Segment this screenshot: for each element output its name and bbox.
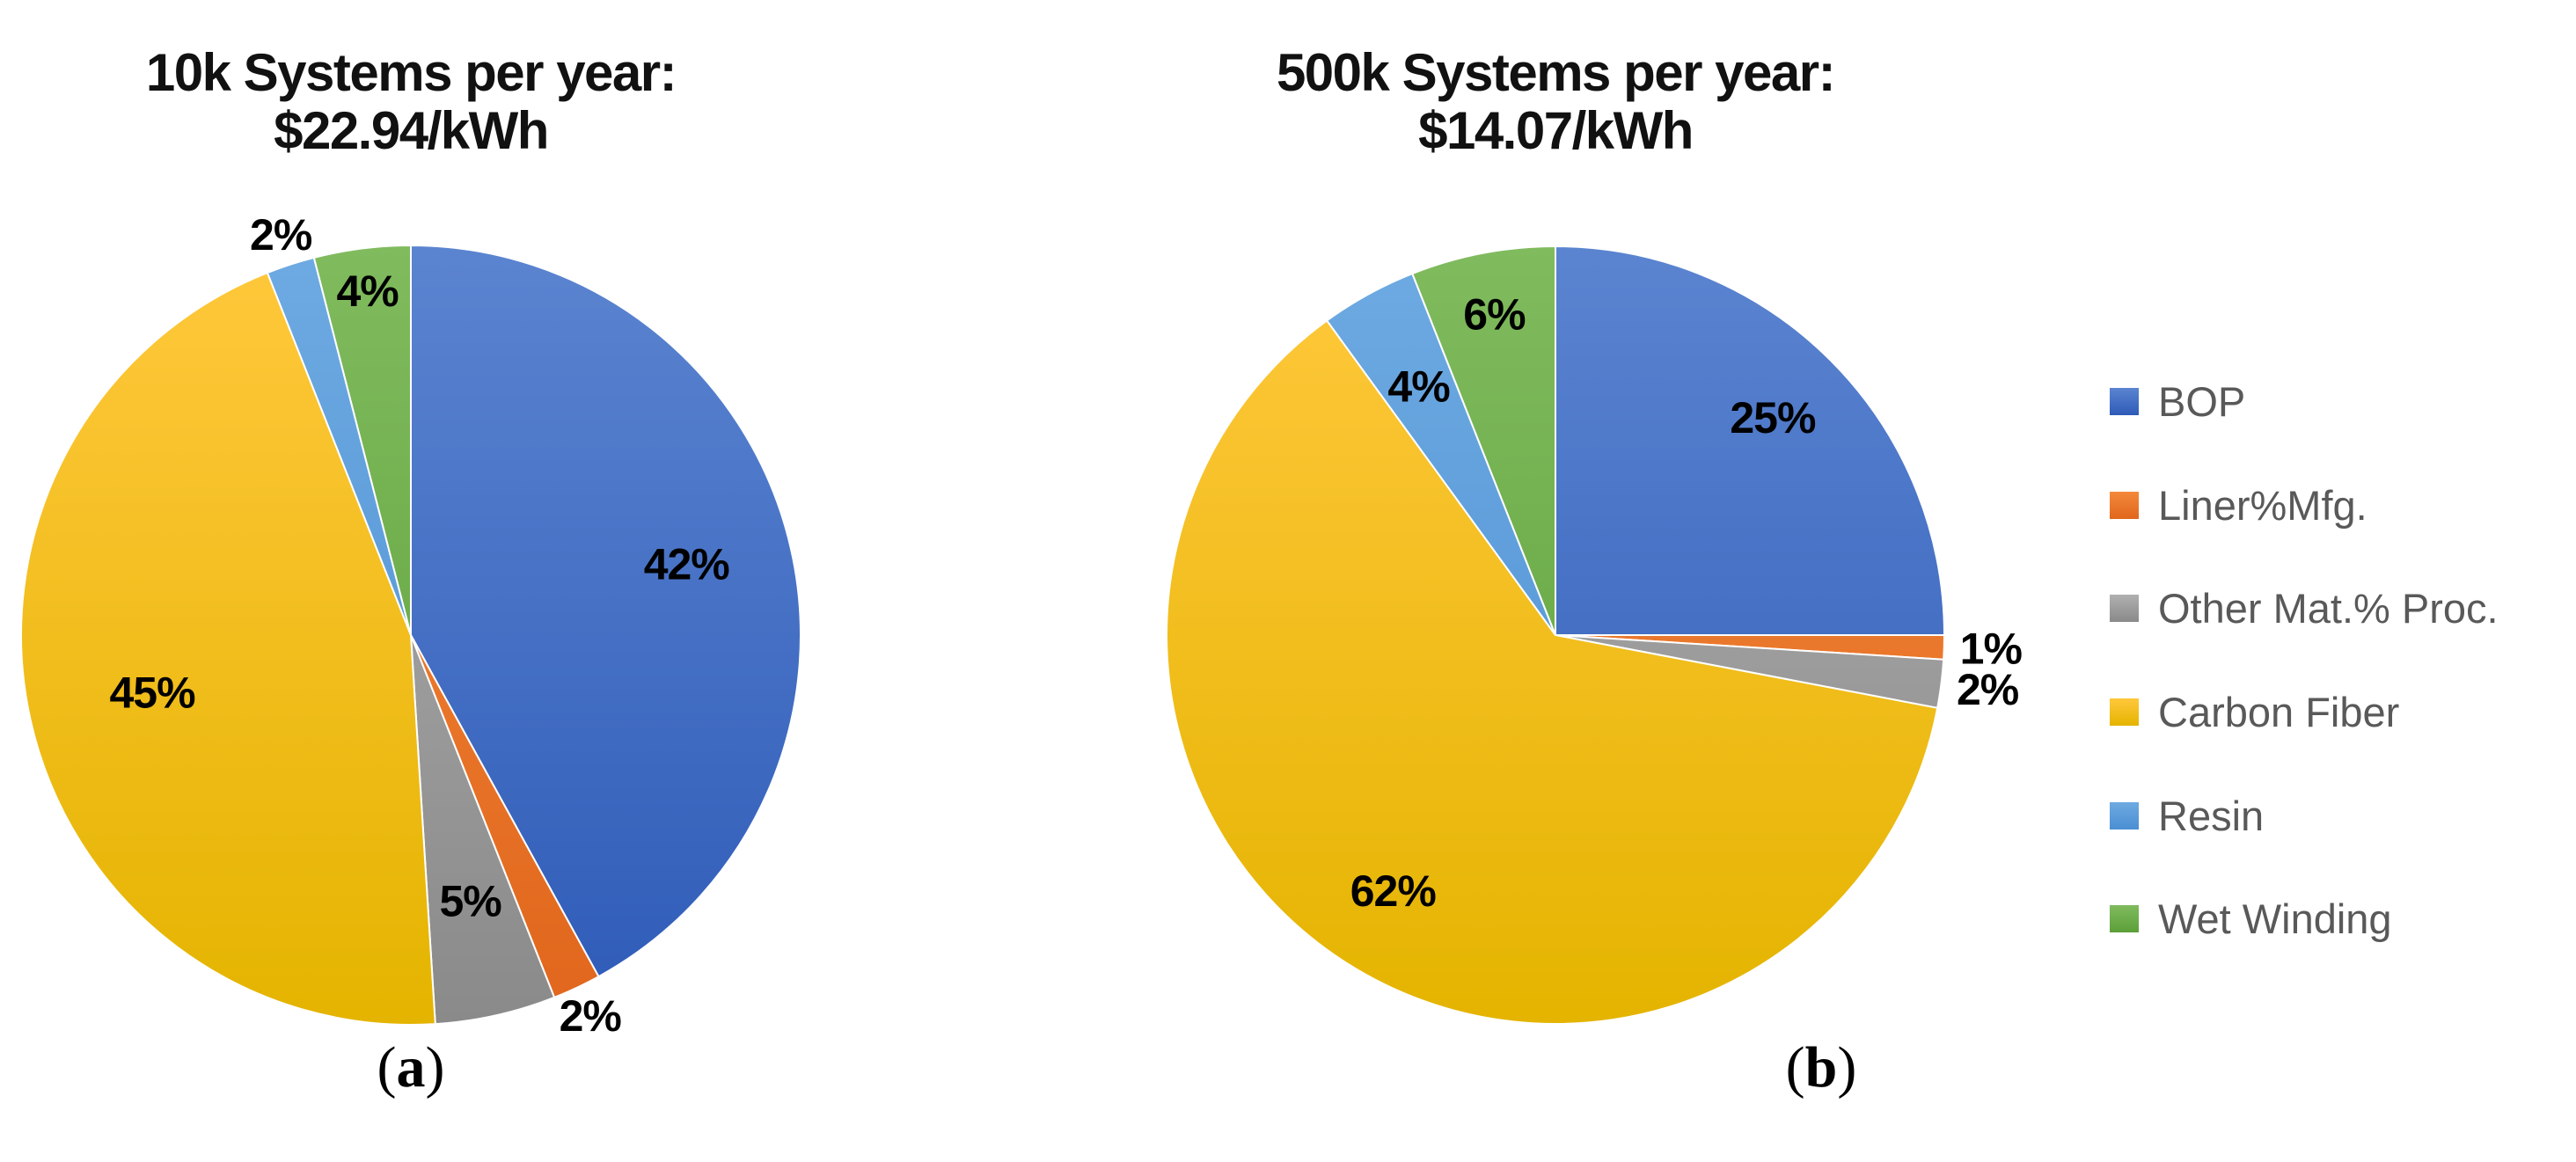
pie-b-label-other-mat-proc: 2%	[1957, 665, 2019, 714]
legend-swatch	[2110, 595, 2139, 623]
pie-a-label-resin: 2%	[250, 210, 312, 259]
pie-b-label-carbon-fiber: 62%	[1350, 866, 1437, 916]
pie-b-label-liner-mfg: 1%	[1960, 625, 2023, 674]
legend-swatch	[2110, 905, 2139, 933]
pie-a-slice-bop	[410, 244, 801, 978]
legend-swatch	[2110, 491, 2139, 519]
legend-item-bop: BOP	[2110, 350, 2499, 454]
legend-item-wet-winding: Wet Winding	[2110, 867, 2499, 971]
pie-b-slice-carbon-fiber	[1165, 319, 1939, 1025]
pie-b-label-wet-winding: 6%	[1463, 289, 1526, 339]
legend-label: Carbon Fiber	[2158, 689, 2400, 736]
legend-swatch	[2110, 388, 2139, 416]
pie-a-slice-wet-winding	[312, 244, 412, 636]
chart-a-title: 10k Systems per year: $22.94/kWh	[15, 44, 807, 160]
panel-label-a: (a)	[377, 1035, 445, 1100]
pie-b-label-bop: 25%	[1730, 393, 1816, 442]
pie-a-label-wet-winding: 4%	[336, 267, 399, 316]
pie-b-slice-bop	[1555, 245, 1946, 636]
legend-item-carbon-fiber: Carbon Fiber	[2110, 661, 2499, 764]
pie-a-label-bop: 42%	[644, 540, 730, 589]
pie-a-label-other-mat-proc: 5%	[440, 877, 502, 926]
legend-label: Wet Winding	[2158, 895, 2392, 943]
legend-label: BOP	[2158, 378, 2246, 426]
chart-a-title-line1: 10k Systems per year:	[145, 43, 677, 102]
legend-swatch	[2110, 698, 2139, 727]
pie-a-label-carbon-fiber: 45%	[109, 669, 195, 718]
chart-b-title: 500k Systems per year: $14.07/kWh	[1160, 44, 1951, 160]
legend-item-resin: Resin	[2110, 764, 2499, 867]
chart-b-title-line2: $14.07/kWh	[1418, 101, 1694, 160]
chart-a-title-line2: $22.94/kWh	[274, 101, 549, 160]
pie-b-label-resin: 4%	[1387, 362, 1450, 411]
pie-a-slice-carbon-fiber	[20, 271, 436, 1026]
legend: BOP Liner%Mfg. Other Mat.% Proc. Carbon …	[2110, 350, 2499, 971]
legend-label: Other Mat.% Proc.	[2158, 585, 2499, 632]
legend-label: Liner%Mfg.	[2158, 481, 2367, 529]
legend-label: Resin	[2158, 792, 2265, 839]
legend-item-other: Other Mat.% Proc.	[2110, 557, 2499, 661]
pie-b-slice-wet-winding	[1410, 245, 1556, 636]
panel-label-a-letter: a	[396, 1035, 426, 1100]
legend-item-liner: Liner%Mfg.	[2110, 454, 2499, 558]
panel-label-b-letter: b	[1804, 1035, 1838, 1100]
panel-label-b: (b)	[1785, 1035, 1857, 1100]
chart-b-title-line1: 500k Systems per year:	[1276, 43, 1836, 102]
pie-a-label-liner-mfg: 2%	[560, 991, 622, 1041]
legend-swatch	[2110, 801, 2139, 829]
